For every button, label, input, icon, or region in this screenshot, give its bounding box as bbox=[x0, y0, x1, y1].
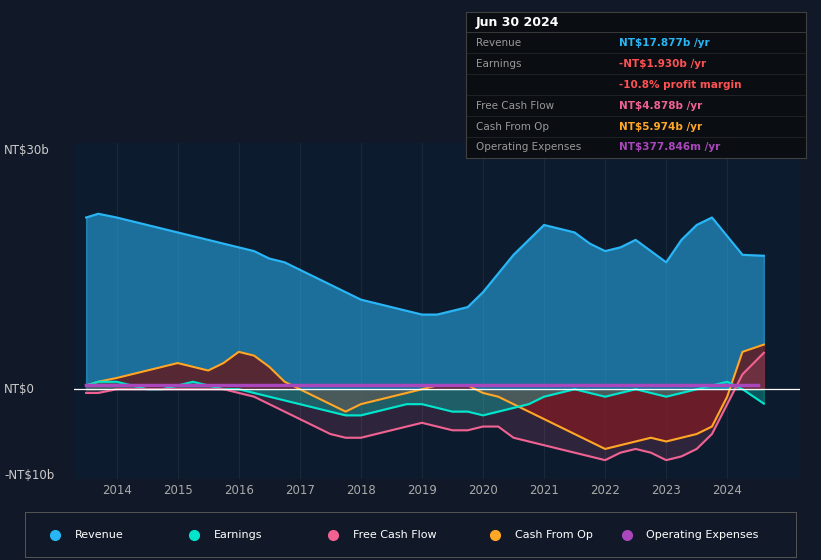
Text: Operating Expenses: Operating Expenses bbox=[646, 530, 759, 540]
Text: NT$30b: NT$30b bbox=[4, 144, 50, 157]
Text: Free Cash Flow: Free Cash Flow bbox=[353, 530, 436, 540]
Text: Revenue: Revenue bbox=[75, 530, 123, 540]
Text: Free Cash Flow: Free Cash Flow bbox=[475, 101, 554, 110]
Text: Cash From Op: Cash From Op bbox=[475, 122, 548, 132]
Text: NT$0: NT$0 bbox=[4, 382, 35, 396]
Text: Jun 30 2024: Jun 30 2024 bbox=[475, 16, 559, 29]
Text: -NT$10b: -NT$10b bbox=[4, 469, 54, 483]
Text: -NT$1.930b /yr: -NT$1.930b /yr bbox=[619, 59, 706, 69]
Text: NT$5.974b /yr: NT$5.974b /yr bbox=[619, 122, 702, 132]
Text: Earnings: Earnings bbox=[213, 530, 262, 540]
Text: -10.8% profit margin: -10.8% profit margin bbox=[619, 80, 741, 90]
Text: NT$17.877b /yr: NT$17.877b /yr bbox=[619, 38, 709, 48]
Text: NT$377.846m /yr: NT$377.846m /yr bbox=[619, 142, 720, 152]
Text: Revenue: Revenue bbox=[475, 38, 521, 48]
Text: Cash From Op: Cash From Op bbox=[515, 530, 593, 540]
Text: NT$4.878b /yr: NT$4.878b /yr bbox=[619, 101, 702, 110]
Text: Operating Expenses: Operating Expenses bbox=[475, 142, 581, 152]
Text: Earnings: Earnings bbox=[475, 59, 521, 69]
